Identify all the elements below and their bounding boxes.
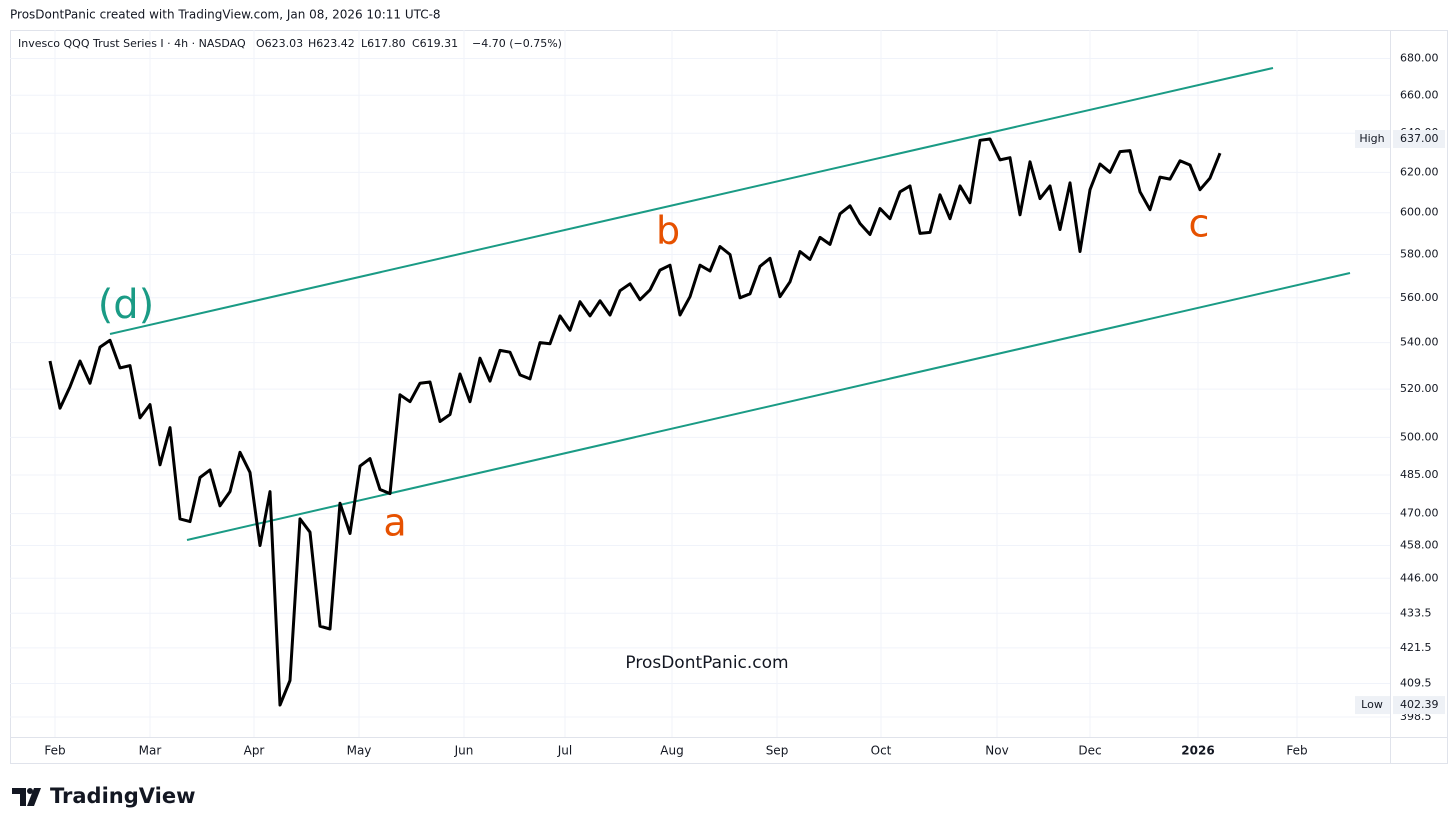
change: −4.70 (−0.75%) [472,37,562,50]
price-label-box [1393,696,1445,715]
annotation: a [383,501,406,545]
watermark: ProsDontPanic.com [625,653,788,673]
chart-frame [10,30,1448,764]
y-tick-label: 660.00 [1400,88,1439,101]
y-tick-label: 470.00 [1400,507,1439,520]
symbol: Invesco QQQ Trust Series I · 4h · NASDAQ [18,37,246,50]
channel-upper [109,67,1274,335]
legend: Invesco QQQ Trust Series I · 4h · NASDAQ… [18,37,562,50]
high: H623.42 [308,37,355,50]
y-tick-label: 560.00 [1400,291,1439,304]
annotation: (d) [98,282,155,328]
annotation: c [1189,202,1210,246]
x-tick-label: Feb [1286,744,1307,758]
y-tick-label: 433.5 [1400,606,1432,619]
y-tick-label: 485.00 [1400,468,1439,481]
price-label: 402.39 [1400,698,1439,711]
y-tick-label: 500.00 [1400,430,1439,443]
plot [48,137,1222,707]
price-label-name-box [1355,696,1390,715]
x-tick-label: Jun [454,744,474,758]
price-label-name: Low [1361,698,1383,711]
x-tick-label: May [347,744,372,758]
y-tick-label: 540.00 [1400,336,1439,349]
x-tick-label: Jul [557,744,572,758]
x-tick-label: 2026 [1181,744,1214,758]
brand: TradingView [50,784,195,808]
y-tick-label: 409.5 [1400,676,1432,689]
logo-mark [12,788,41,806]
x-tick-label: Aug [660,744,683,758]
open: O623.03 [256,37,303,50]
price-label: 637.00 [1400,132,1439,145]
price-label-box [1393,129,1445,148]
grid [10,30,1390,737]
header: ProsDontPanic created with TradingView.c… [10,8,441,22]
x-tick-label: Dec [1078,744,1101,758]
y-tick-label: 520.00 [1400,382,1439,395]
brand-logo: TradingView [12,784,195,808]
x-tick-label: Sep [766,744,789,758]
channel-lower [186,272,1351,541]
y-tick-label: 600.00 [1400,206,1439,219]
close: C619.31 [412,37,458,50]
y-tick-label: 421.5 [1400,641,1432,654]
logo-dot [27,788,33,794]
x-tick-label: Nov [985,744,1008,758]
x-tick-label: Apr [244,744,265,758]
y-tick-label: 620.00 [1400,165,1439,178]
y-tick-label: 458.00 [1400,539,1439,552]
price-line [48,137,1222,707]
y-tick-label: 446.00 [1400,571,1439,584]
axes: 680.00660.00640.00620.00600.00580.00560.… [44,51,1445,758]
annotation: b [656,209,680,253]
x-tick-label: Feb [44,744,65,758]
x-tick-label: Mar [139,744,162,758]
y-tick-label: 680.00 [1400,51,1439,64]
low: L617.80 [361,37,406,50]
price-label-name: High [1359,132,1384,145]
y-tick-label: 580.00 [1400,248,1439,261]
price-label-name-box [1355,129,1390,148]
x-tick-label: Oct [871,744,892,758]
